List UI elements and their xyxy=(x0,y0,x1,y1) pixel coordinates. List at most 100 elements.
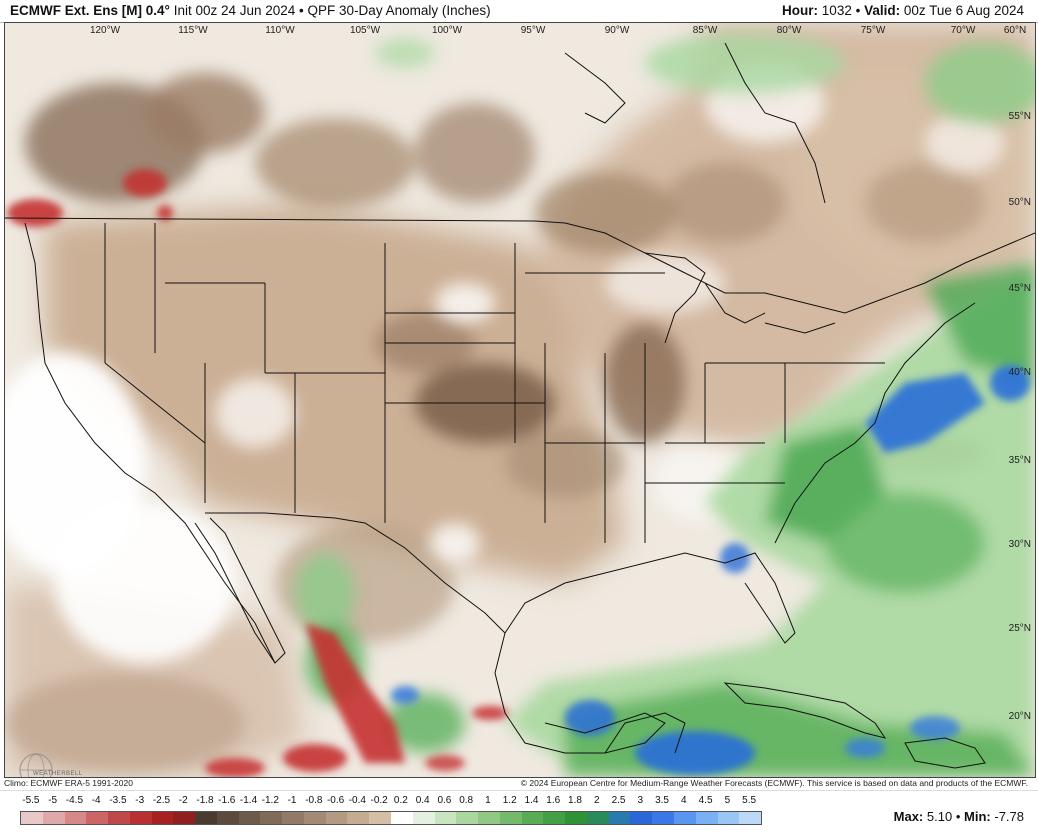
legend-swatch xyxy=(586,812,609,824)
strong-wet-cores xyxy=(391,365,1030,775)
legend-swatch xyxy=(434,812,457,824)
legend-label: -3 xyxy=(135,795,145,806)
latitude-label: 50°N xyxy=(1009,197,1031,208)
valid-label: Valid: xyxy=(864,3,901,18)
legend-label: -0.2 xyxy=(370,795,388,806)
legend-swatch xyxy=(195,812,217,824)
latitude-label: 35°N xyxy=(1009,455,1031,466)
max-value: 5.10 xyxy=(926,809,953,824)
header-left: ECMWF Ext. Ens [M] 0.4° Init 00z 24 Jun … xyxy=(10,0,491,22)
legend-swatch xyxy=(565,812,587,824)
longitude-label: 90°W xyxy=(605,25,630,36)
legend-label: -0.8 xyxy=(305,795,323,806)
legend-swatch xyxy=(347,812,370,824)
legend-swatch xyxy=(652,812,674,824)
latitude-label: 20°N xyxy=(1009,711,1031,722)
legend-label: -0.4 xyxy=(348,795,366,806)
hour-label: Hour: xyxy=(782,3,819,18)
legend-swatch xyxy=(543,812,566,824)
legend-swatch xyxy=(739,812,762,824)
longitude-label: 110°W xyxy=(265,25,295,36)
legend-swatch xyxy=(608,812,631,824)
legend-label: 0.4 xyxy=(415,795,430,806)
legend-swatch xyxy=(303,812,326,824)
legend-swatch xyxy=(521,812,544,824)
stats-separator: • xyxy=(955,809,961,824)
legend-label: 5 xyxy=(724,795,731,806)
legend-swatch xyxy=(129,812,152,824)
legend-label: 3.5 xyxy=(655,795,669,806)
legend-swatch xyxy=(108,812,130,824)
legend-label: -1.8 xyxy=(196,795,214,806)
legend-swatch xyxy=(499,812,522,824)
legend-label: 4 xyxy=(681,795,687,806)
legend-label: 0.2 xyxy=(393,795,408,806)
legend-label: -1 xyxy=(287,795,297,806)
longitude-label: 120°W xyxy=(90,25,121,36)
legend-swatch xyxy=(173,812,196,824)
legend-swatch xyxy=(478,812,500,824)
valid-value: 00z Tue 6 Aug 2024 xyxy=(903,3,1024,18)
latitude-label: 40°N xyxy=(1009,367,1031,378)
copyright-note: © 2024 European Centre for Medium-Range … xyxy=(520,778,1028,788)
legend-swatch xyxy=(630,812,653,824)
legend-label: 2 xyxy=(593,795,600,806)
climo-note: Climo: ECMWF ERA-5 1991-2020 xyxy=(4,778,133,788)
legend-label: -5.5 xyxy=(22,795,40,806)
legend-swatch xyxy=(412,812,435,824)
legend-swatch xyxy=(673,812,696,824)
latitude-label: 45°N xyxy=(1009,283,1031,294)
legend-label: -1.4 xyxy=(239,795,258,806)
legend-label: -0.6 xyxy=(326,795,345,806)
longitude-label: 95°W xyxy=(521,25,546,36)
legend-swatch xyxy=(282,812,304,824)
latitude-label: 30°N xyxy=(1009,539,1031,550)
legend-label: 1.4 xyxy=(524,795,539,806)
logo-text: WEATHERBELL xyxy=(33,771,83,777)
legend-swatch xyxy=(325,812,348,824)
legend-swatch xyxy=(695,812,718,824)
legend-label: 1.6 xyxy=(546,795,561,806)
attribution-bar: Climo: ECMWF ERA-5 1991-2020 © 2024 Euro… xyxy=(0,777,1038,789)
longitude-label: 115°W xyxy=(178,25,208,36)
latitude-label: 25°N xyxy=(1009,623,1031,634)
init-time: Init 00z 24 Jun 2024 xyxy=(173,3,296,18)
product-name: QPF 30-Day Anomaly (Inches) xyxy=(307,3,491,18)
legend-swatch xyxy=(151,812,174,824)
map-header: ECMWF Ext. Ens [M] 0.4° Init 00z 24 Jun … xyxy=(0,0,1038,23)
header-right: Hour: 1032 • Valid: 00z Tue 6 Aug 2024 xyxy=(782,0,1024,22)
legend-swatch xyxy=(391,812,413,824)
legend-labels: -5.5 -5 -4.5 -4 -3.5 -3 -2.5 -2 -1.8 -1.6 -1.4 -1.2… xyxy=(20,795,760,809)
min-label: Min: xyxy=(964,809,991,824)
globe-icon xyxy=(15,751,57,777)
legend-label: 4.5 xyxy=(698,795,713,806)
color-legend: -5.5 -5 -4.5 -4 -3.5 -3 -2.5 -2 -1.8 -1.6 -1.4 -1.2… xyxy=(0,790,1038,833)
header-separator: • xyxy=(299,3,304,18)
dry-anomaly-cores xyxy=(5,73,985,773)
legend-label: -3.5 xyxy=(109,795,127,806)
legend-swatch xyxy=(21,812,43,824)
political-borders xyxy=(5,42,1035,769)
legend-label: 1 xyxy=(485,795,491,806)
legend-label: -2.5 xyxy=(152,795,171,806)
longitude-label: 85°W xyxy=(693,25,718,36)
longitude-label: 60°N xyxy=(1004,25,1026,36)
header-separator-2: • xyxy=(855,3,861,18)
legend-swatch xyxy=(369,812,392,824)
legend-swatch xyxy=(86,812,109,824)
max-min-stats: Max: 5.10 • Min: -7.78 xyxy=(894,809,1024,824)
hour-value: 1032 xyxy=(821,3,852,18)
legend-label: -2 xyxy=(178,795,188,806)
anomaly-map[interactable]: 120°W 115°W 110°W 105°W 100°W 95°W 90°W 85°W 80°… xyxy=(4,22,1036,778)
legend-label: 0.6 xyxy=(437,795,452,806)
legend-label: -4.5 xyxy=(65,795,84,806)
legend-label: 1.8 xyxy=(568,795,582,806)
legend-colorbar xyxy=(20,811,762,825)
legend-swatch xyxy=(717,812,740,824)
legend-label: 3 xyxy=(637,795,644,806)
longitude-label: 105°W xyxy=(350,25,381,36)
min-value: -7.78 xyxy=(994,809,1024,824)
map-canvas: 120°W 115°W 110°W 105°W 100°W 95°W 90°W 85°W 80°… xyxy=(5,23,1035,777)
longitude-label: 75°W xyxy=(861,25,886,36)
legend-label: -4 xyxy=(91,795,101,806)
